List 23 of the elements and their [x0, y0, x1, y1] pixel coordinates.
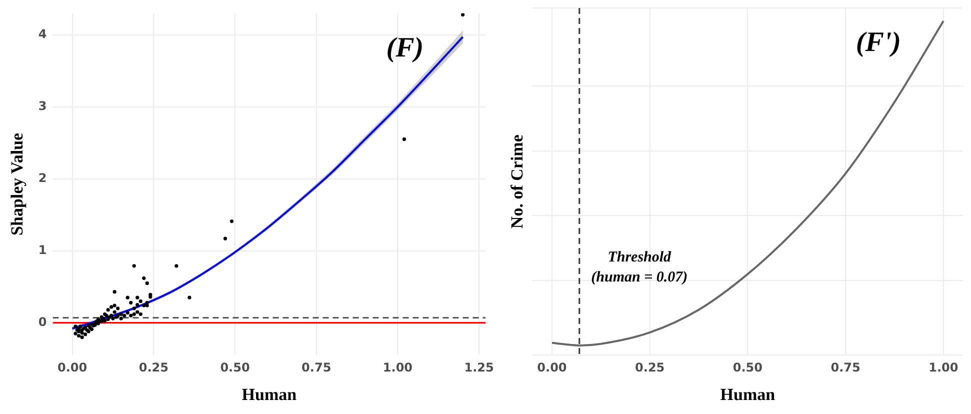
y-axis-title: No. of Crime	[508, 134, 527, 229]
x-axis-title: Human	[242, 385, 298, 404]
y-tick-label: 3	[38, 98, 47, 113]
x-axis-title: Human	[720, 385, 776, 404]
y-axis-title: Shapley Value	[8, 132, 27, 236]
x-tick-label: 1.25	[464, 360, 494, 375]
y-tick-label: 4	[38, 26, 47, 41]
x-tick-label: 0.50	[220, 360, 250, 375]
x-tick-label: 0.75	[302, 360, 332, 375]
x-tick-label: 0.25	[635, 360, 665, 375]
x-tick-label: 1.00	[382, 360, 413, 375]
y-tick-label: 1	[38, 242, 47, 257]
ref-line-label: Threshold (human = 0.07)	[591, 249, 688, 286]
x-tick-label: 0.75	[830, 360, 860, 375]
x-tick-label: 0.00	[537, 360, 567, 375]
chart-title: (F')	[856, 27, 901, 58]
x-tick-label: 0.25	[138, 360, 168, 375]
text: (F)	[386, 32, 424, 64]
x-tick-label: 0.00	[57, 360, 88, 375]
y-tick-label: 2	[38, 170, 47, 185]
x-tick-label: 1.00	[928, 360, 958, 375]
y-tick-label: 0	[38, 314, 47, 329]
x-tick-label: 0.50	[732, 360, 763, 375]
